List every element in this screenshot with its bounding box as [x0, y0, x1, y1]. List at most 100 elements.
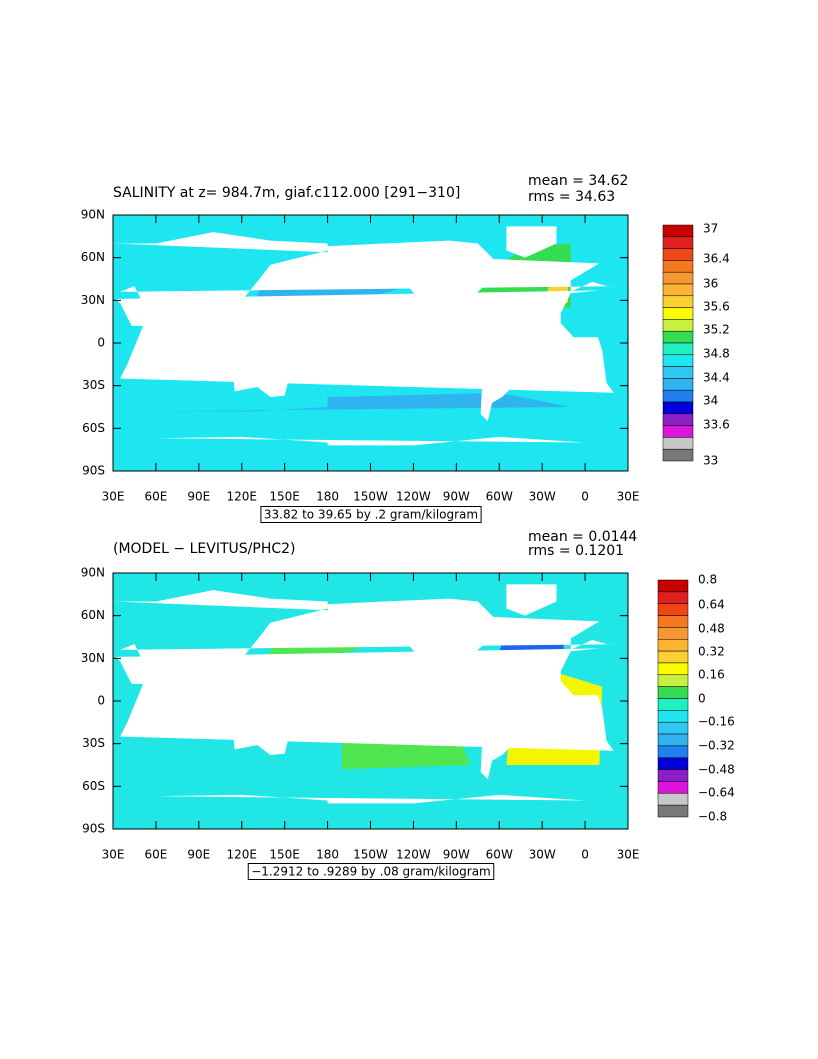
x-tick-label: 180 — [316, 848, 339, 862]
colorbar-label: 34.8 — [703, 347, 730, 361]
colorbar-swatch — [662, 342, 694, 356]
map-field — [0, 573, 818, 829]
colorbar-swatch — [657, 662, 689, 676]
colorbar-swatch — [662, 354, 694, 367]
land — [0, 326, 20, 421]
colorbar-swatch — [662, 378, 694, 391]
y-tick-label: 0 — [97, 336, 105, 350]
colorbar-swatch — [662, 271, 694, 285]
mean-label: mean = 0.0144 — [528, 529, 637, 545]
y-tick-label: 30N — [81, 293, 105, 307]
colorbar-label: 37 — [703, 222, 718, 236]
colorbar-label: 0.8 — [698, 573, 717, 587]
x-tick-label: 150E — [269, 848, 300, 862]
x-tick-label: 30E — [617, 848, 640, 862]
map-panel: 90N 60N 30N 0 30S 60S 90S 30E 60E 90E 120E 150E 180 1… — [0, 529, 818, 880]
value-patch — [0, 279, 56, 312]
land — [0, 437, 70, 471]
contour-info: −1.2912 to .9289 by .08 gram/kilogram — [251, 865, 491, 879]
colorbar-label: 0.32 — [698, 645, 725, 659]
colorbar-swatch — [657, 757, 689, 770]
colorbar-label: −0.32 — [698, 739, 735, 753]
colorbar-swatch — [662, 236, 694, 249]
value-patch — [27, 286, 53, 303]
land — [233, 358, 289, 398]
value-patch — [0, 654, 49, 670]
colorbar-swatch — [657, 615, 689, 628]
colorbar-swatch — [662, 295, 694, 308]
colorbar-label: 33.6 — [703, 418, 730, 432]
x-tick-label: 60W — [486, 848, 513, 862]
value-patch — [155, 392, 571, 412]
land — [233, 716, 289, 756]
value-patch — [499, 243, 571, 265]
x-tick-label: 30E — [102, 490, 125, 504]
land — [748, 717, 804, 755]
value-patch — [0, 393, 56, 411]
colorbar-swatch — [662, 260, 694, 273]
land — [748, 359, 804, 397]
land — [0, 226, 41, 257]
land — [0, 795, 70, 829]
land — [0, 590, 109, 690]
colorbar-swatch — [662, 224, 694, 238]
y-tick-label: 60S — [82, 421, 105, 435]
colorbar-swatch — [657, 793, 689, 806]
y-tick-label: 30S — [82, 736, 105, 750]
colorbar-label: −0.8 — [698, 810, 727, 824]
colorbar-swatch — [662, 425, 694, 438]
contour-info-box — [260, 506, 482, 523]
value-patch — [771, 637, 818, 665]
colorbar-swatch — [657, 804, 689, 818]
land — [671, 795, 818, 829]
value-patch — [13, 665, 42, 686]
colorbar-label: −0.16 — [698, 715, 735, 729]
colorbar-swatch — [662, 437, 694, 450]
colorbar-swatch — [657, 591, 689, 604]
contour-info-box — [247, 863, 495, 880]
colorbar-swatch — [657, 650, 689, 664]
colorbar-label: −0.48 — [698, 763, 735, 777]
colorbar-label: 0.16 — [698, 668, 725, 682]
colorbar-label: 0 — [698, 692, 706, 706]
land — [205, 335, 285, 358]
y-tick-label: 30N — [81, 651, 105, 665]
colorbar-swatch — [662, 307, 694, 320]
land — [628, 232, 818, 332]
y-tick-label: 60N — [81, 608, 105, 622]
land — [205, 693, 285, 716]
colorbar-swatch — [662, 330, 694, 344]
x-tick-label: 60E — [144, 848, 167, 862]
rms-label: rms = 34.63 — [528, 189, 615, 205]
x-tick-label: 0 — [581, 490, 589, 504]
colorbar-label: 36 — [703, 277, 718, 291]
value-patch — [0, 243, 56, 264]
colorbar-label: 34 — [703, 394, 718, 408]
x-tick-label: 120W — [396, 848, 431, 862]
land — [327, 598, 507, 690]
value-patch — [0, 673, 87, 765]
colorbar-swatch — [657, 579, 689, 593]
colorbar-swatch — [662, 366, 694, 379]
land — [0, 584, 41, 615]
land — [506, 226, 557, 258]
land — [0, 684, 20, 779]
contour-info: 33.82 to 39.65 by .2 gram/kilogram — [264, 508, 478, 522]
colorbar-swatch — [662, 448, 694, 462]
x-tick-label: 30W — [529, 848, 556, 862]
x-tick-label: 0 — [581, 848, 589, 862]
x-tick-label: 120E — [227, 490, 258, 504]
land — [470, 325, 536, 422]
colorbar-swatch — [657, 639, 689, 652]
colorbar-swatch — [657, 733, 689, 747]
land — [721, 336, 800, 357]
mean-label: mean = 34.62 — [528, 173, 628, 189]
x-tick-label: 150W — [353, 848, 388, 862]
value-patch — [0, 633, 49, 651]
colorbar-swatch — [657, 698, 689, 711]
colorbar-label: −0.64 — [698, 786, 735, 800]
y-tick-label: 90S — [82, 464, 105, 478]
x-tick-label: 90E — [187, 490, 210, 504]
x-tick-label: 30E — [102, 848, 125, 862]
